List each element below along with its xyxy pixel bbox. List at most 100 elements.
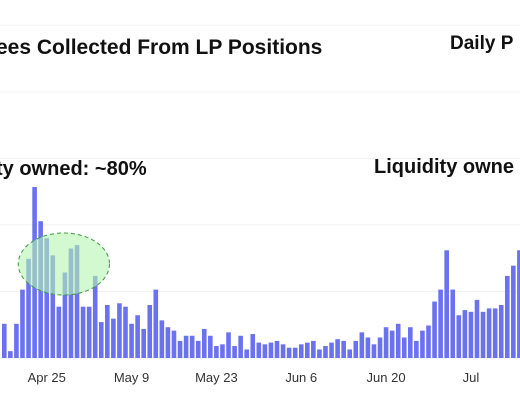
bar [456, 315, 462, 358]
bar [286, 347, 292, 358]
bar [371, 344, 377, 358]
bar [511, 265, 516, 358]
bar [317, 349, 322, 358]
bar [280, 344, 286, 358]
bar [74, 245, 80, 358]
bar [135, 315, 140, 358]
bar [268, 342, 274, 358]
bar [226, 332, 231, 358]
bar [256, 342, 262, 358]
bar [214, 346, 219, 358]
bar [244, 349, 249, 358]
bar [183, 335, 189, 358]
bar [105, 304, 110, 358]
bar [438, 289, 443, 358]
x-tick-label: Jun 20 [367, 370, 406, 385]
bar [177, 340, 183, 358]
bar [401, 337, 407, 358]
bar [68, 248, 74, 358]
bar [480, 311, 486, 358]
bar [365, 337, 371, 358]
bar [408, 327, 413, 358]
bar [389, 330, 395, 358]
bar [450, 289, 456, 358]
bar [123, 306, 128, 358]
bar [44, 238, 50, 358]
bar [347, 349, 353, 358]
bar [159, 320, 165, 358]
bar [238, 335, 243, 358]
bar [165, 327, 171, 358]
bar [329, 342, 334, 358]
bar [292, 347, 298, 358]
bar [468, 311, 474, 358]
bar [62, 272, 68, 358]
bar [311, 340, 316, 358]
bar [195, 340, 201, 358]
bar [250, 334, 256, 358]
bar [492, 308, 498, 358]
bar [498, 304, 504, 358]
x-tick-label: May 9 [114, 370, 149, 385]
bar [432, 301, 437, 358]
x-tick-label: Jun 6 [285, 370, 317, 385]
highlight-region [17, 232, 110, 296]
bar [383, 327, 389, 358]
bar [8, 351, 13, 358]
bar [208, 335, 213, 358]
bar [335, 339, 340, 358]
bar [262, 344, 268, 358]
x-axis-ticks: Apr 25 May 9 May 23 Jun 6 Jun 20 Jul [28, 370, 480, 385]
chart-title-right: Daily P [450, 33, 514, 54]
bar [298, 344, 304, 358]
bar [2, 323, 7, 358]
bar [462, 310, 468, 358]
bar [56, 306, 62, 358]
bar [232, 346, 237, 358]
bar [50, 255, 56, 358]
bar [98, 322, 104, 358]
annotation-left: ty owned: ~80% [0, 158, 147, 180]
bar [26, 258, 31, 358]
bar [86, 306, 92, 358]
bar [341, 340, 346, 358]
bar [274, 340, 280, 358]
chart-title: ees Collected From LP Positions [0, 36, 323, 59]
bar [504, 275, 510, 358]
bar [153, 289, 159, 358]
bar [323, 346, 328, 358]
bar [189, 335, 195, 358]
bar [377, 337, 383, 358]
bar [517, 250, 520, 358]
bar [129, 323, 134, 358]
bar [141, 328, 146, 358]
bar [201, 328, 207, 358]
bar [111, 318, 116, 358]
bars [2, 187, 520, 358]
annotation-right: Liquidity owne [374, 156, 514, 178]
bar [444, 250, 449, 358]
bar [486, 308, 492, 358]
x-tick-label: Apr 25 [28, 370, 66, 385]
bar [420, 330, 425, 358]
bar [171, 330, 177, 358]
bar [395, 323, 401, 358]
x-tick-label: Jul [463, 370, 480, 385]
bar [147, 304, 153, 358]
bar [305, 342, 310, 358]
highlight-ellipse [17, 232, 110, 296]
bar [92, 275, 98, 358]
bar [353, 340, 359, 358]
bar [426, 325, 431, 358]
bar [474, 299, 480, 358]
bar [14, 323, 19, 358]
bar [20, 289, 25, 358]
bar [117, 303, 122, 358]
bar [80, 306, 86, 358]
x-tick-label: May 23 [195, 370, 238, 385]
bar [220, 344, 225, 358]
bar [359, 332, 365, 358]
bar [414, 340, 419, 358]
